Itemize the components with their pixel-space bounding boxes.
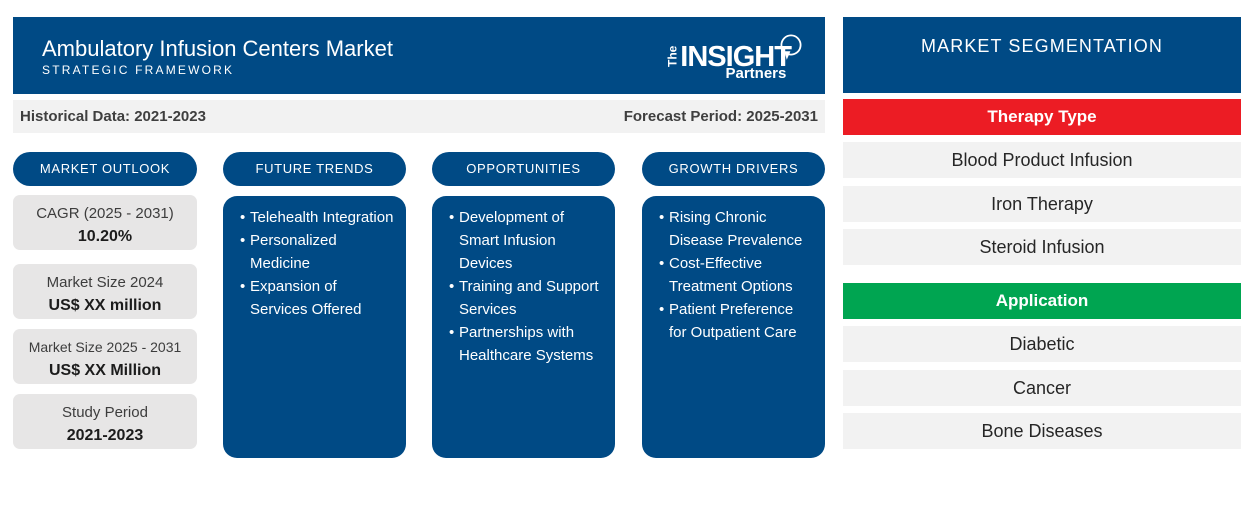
svg-text:The: The [666,45,680,67]
svg-text:Partners: Partners [726,65,787,82]
svg-text:INSIGHT: INSIGHT [680,41,792,73]
